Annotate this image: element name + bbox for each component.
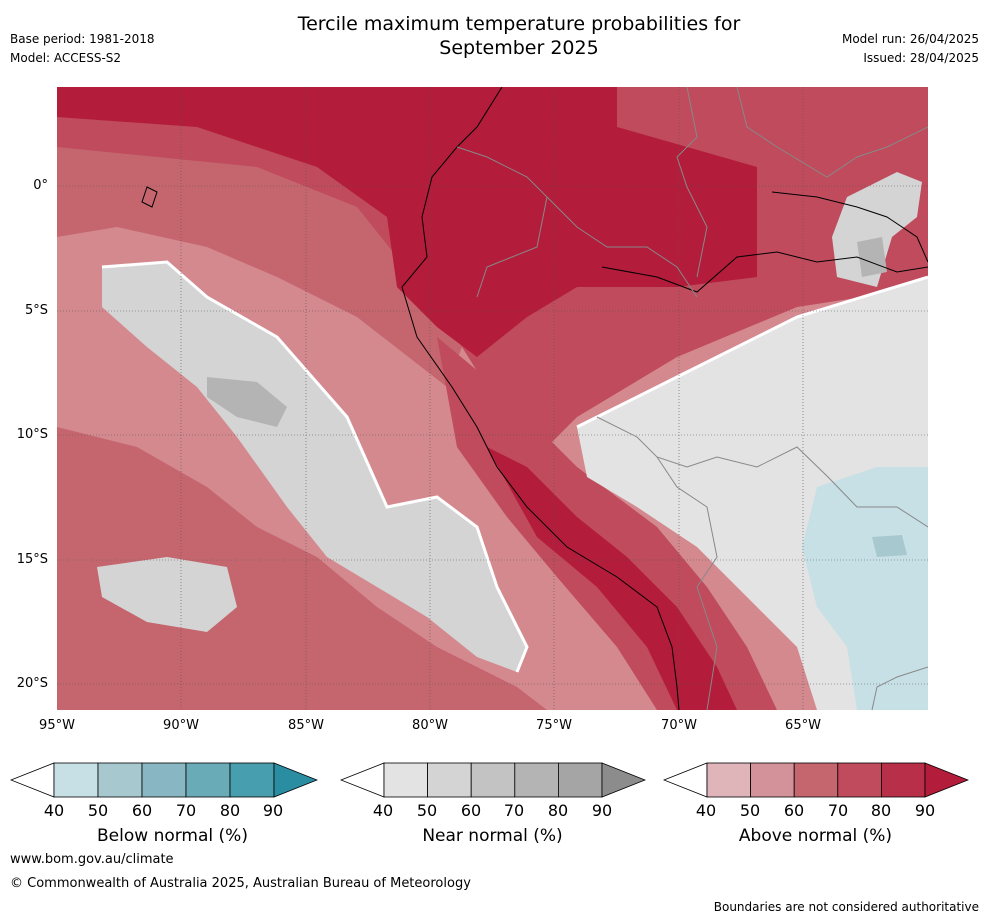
lon-label: 75°W <box>536 718 572 733</box>
contour-40-east-line <box>576 275 928 429</box>
graticule <box>57 87 928 710</box>
above-tick: 80 <box>870 801 892 820</box>
colorbar-extend-low <box>663 762 708 798</box>
near-normal-title: Near normal (%) <box>422 826 563 846</box>
near-normal-ocean-band <box>102 262 527 672</box>
model-text: Model: ACCESS-S2 <box>10 51 122 65</box>
colorbar-segment <box>97 762 143 798</box>
title-line-2: September 2025 <box>439 37 599 59</box>
near-tick: 90 <box>591 801 613 820</box>
colorbar-segment <box>706 762 751 798</box>
near-normal-northeast-patch <box>832 172 922 287</box>
base-period-text: Base period: 1981-2018 <box>10 32 155 46</box>
above-80-coast-region <box>437 337 777 710</box>
below-tick: 80 <box>219 801 241 820</box>
above-90-region <box>57 87 757 357</box>
above-tick: 50 <box>739 801 761 820</box>
map-title: Tercile maximum temperature probabilitie… <box>0 12 988 60</box>
colorbar-segment <box>880 762 926 798</box>
colorbar-extend-low <box>10 762 55 798</box>
colorbar-extend-high <box>601 762 646 798</box>
above-tick: 40 <box>695 801 717 820</box>
contour-40-line <box>101 260 529 673</box>
below-normal-title: Below normal (%) <box>97 826 248 846</box>
probability-map <box>57 87 928 710</box>
issued-text: Issued: 28/04/2025 <box>863 51 979 65</box>
bom-link[interactable]: www.bom.gov.au/climate <box>10 852 174 867</box>
near-normal-darker-core <box>207 377 287 427</box>
lon-label: 80°W <box>412 718 448 733</box>
below-tick: 90 <box>262 801 284 820</box>
lon-label: 65°W <box>785 718 821 733</box>
lon-label: 90°W <box>163 718 199 733</box>
colorbar-segment <box>53 762 99 798</box>
colorbar-segment <box>793 762 839 798</box>
colorbar-segment <box>383 762 428 798</box>
near-normal-southwest-patch <box>97 557 237 632</box>
below-normal-region <box>802 467 928 710</box>
above-tick: 90 <box>914 801 936 820</box>
colorbar-segment <box>514 762 559 798</box>
colorbar-segment <box>750 762 795 798</box>
country-borders <box>456 87 928 710</box>
copyright-text: © Commonwealth of Australia 2025, Austra… <box>10 876 471 891</box>
near-tick: 50 <box>416 801 438 820</box>
above-normal-title: Above normal (%) <box>738 826 893 846</box>
below-normal-inner <box>872 535 907 557</box>
colorbar-segment <box>185 762 231 798</box>
above-normal-colorbar <box>663 762 969 798</box>
near-normal-northeast-core <box>857 237 887 277</box>
lat-label: 15°S <box>16 552 48 567</box>
lon-label: 85°W <box>288 718 324 733</box>
colorbar-segment <box>427 762 472 798</box>
above-70-south-region <box>57 427 547 710</box>
above-tick: 70 <box>827 801 849 820</box>
below-tick: 60 <box>131 801 153 820</box>
colorbar-segment <box>141 762 187 798</box>
below-normal-colorbar <box>10 762 318 798</box>
colorbar-extend-low <box>340 762 385 798</box>
colorbar-segment <box>229 762 275 798</box>
below-tick: 50 <box>87 801 109 820</box>
title-line-1: Tercile maximum temperature probabilitie… <box>297 13 741 35</box>
probability-shading <box>57 87 928 710</box>
near-normal-colorbar <box>340 762 646 798</box>
below-tick: 70 <box>175 801 197 820</box>
model-run-text: Model run: 26/04/2025 <box>841 32 979 46</box>
colorbar-segment <box>470 762 516 798</box>
coastline <box>141 87 928 710</box>
lat-label: 0° <box>33 178 48 193</box>
disclaimer-text: Boundaries are not considered authoritat… <box>713 900 979 914</box>
lat-label: 20°S <box>16 676 48 691</box>
near-tick: 70 <box>503 801 525 820</box>
lon-label: 70°W <box>661 718 697 733</box>
colorbar-extend-high <box>924 762 969 798</box>
colorbar-extend-high <box>273 762 318 798</box>
above-tick: 60 <box>783 801 805 820</box>
lon-label: 95°W <box>39 718 75 733</box>
near-tick: 60 <box>460 801 482 820</box>
near-tick: 40 <box>372 801 394 820</box>
colorbar-segment <box>837 762 882 798</box>
near-tick: 80 <box>547 801 569 820</box>
colorbar-segment <box>557 762 603 798</box>
above-90-coast-region <box>487 447 737 710</box>
lat-label: 10°S <box>16 427 48 442</box>
lat-label: 5°S <box>24 303 48 318</box>
below-tick: 40 <box>43 801 65 820</box>
